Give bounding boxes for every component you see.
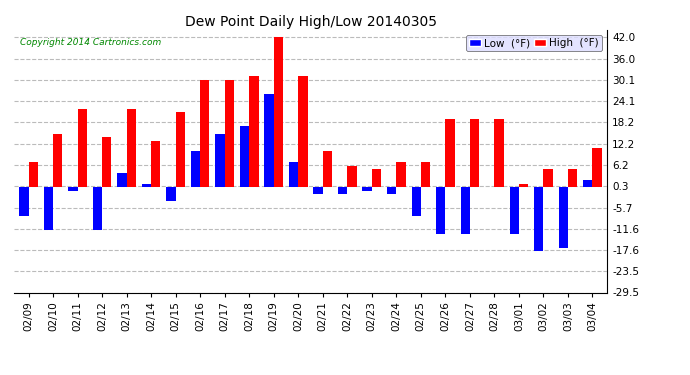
Bar <box>53 134 62 187</box>
Bar <box>396 162 406 187</box>
Bar <box>593 148 602 187</box>
Bar <box>313 187 323 194</box>
Bar <box>559 187 568 248</box>
Bar <box>176 112 185 187</box>
Bar <box>323 152 332 187</box>
Bar <box>411 187 421 216</box>
Bar <box>19 187 28 216</box>
Legend: Low  (°F), High  (°F): Low (°F), High (°F) <box>466 35 602 51</box>
Bar <box>436 187 445 234</box>
Bar <box>215 134 225 187</box>
Bar <box>445 119 455 187</box>
Bar <box>387 187 396 194</box>
Bar <box>77 109 87 187</box>
Bar <box>43 187 53 230</box>
Bar <box>151 141 161 187</box>
Title: Dew Point Daily High/Low 20140305: Dew Point Daily High/Low 20140305 <box>184 15 437 29</box>
Bar <box>92 187 102 230</box>
Bar <box>240 126 249 187</box>
Bar <box>510 187 519 234</box>
Bar <box>421 162 430 187</box>
Bar <box>102 137 111 187</box>
Bar <box>142 184 151 187</box>
Bar <box>68 187 77 191</box>
Bar <box>28 162 38 187</box>
Bar <box>289 162 298 187</box>
Bar <box>274 37 283 187</box>
Bar <box>249 76 259 187</box>
Bar <box>338 187 347 194</box>
Text: Copyright 2014 Cartronics.com: Copyright 2014 Cartronics.com <box>20 38 161 47</box>
Bar <box>495 119 504 187</box>
Bar <box>200 80 210 187</box>
Bar <box>372 169 381 187</box>
Bar <box>126 109 136 187</box>
Bar <box>225 80 234 187</box>
Bar <box>534 187 544 251</box>
Bar <box>519 184 529 187</box>
Bar <box>544 169 553 187</box>
Bar <box>347 166 357 187</box>
Bar <box>568 169 578 187</box>
Bar <box>117 173 126 187</box>
Bar <box>298 76 308 187</box>
Bar <box>166 187 176 201</box>
Bar <box>583 180 593 187</box>
Bar <box>191 152 200 187</box>
Bar <box>362 187 372 191</box>
Bar <box>470 119 479 187</box>
Bar <box>264 94 274 187</box>
Bar <box>460 187 470 234</box>
